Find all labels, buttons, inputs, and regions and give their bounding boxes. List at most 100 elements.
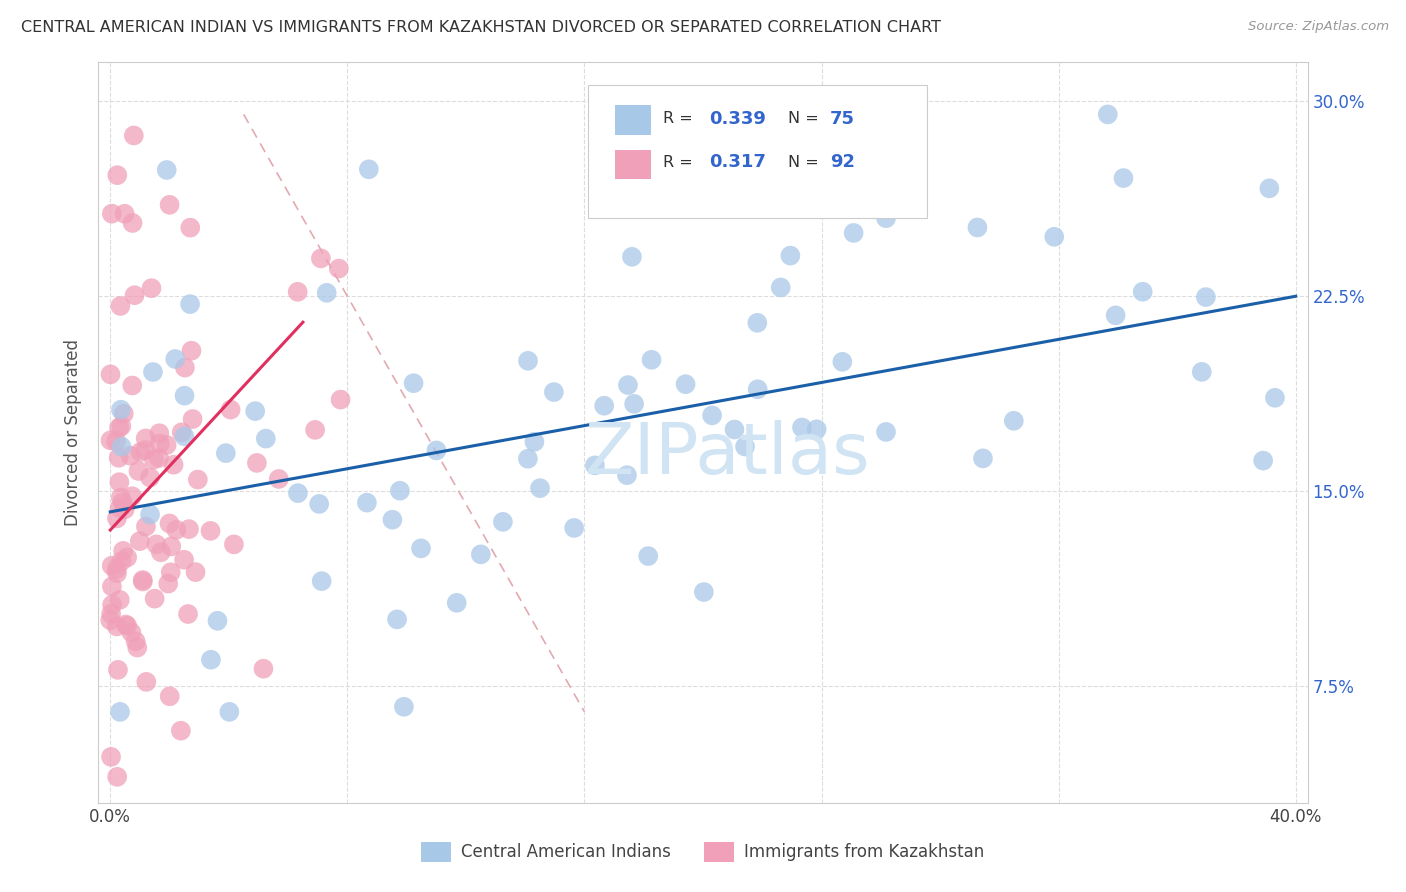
Point bbox=[177, 607, 200, 621]
Point bbox=[127, 464, 149, 478]
Point bbox=[127, 640, 149, 655]
Point bbox=[218, 705, 240, 719]
Point bbox=[1104, 309, 1126, 323]
Point bbox=[108, 475, 131, 490]
Point bbox=[562, 521, 585, 535]
Point bbox=[142, 452, 165, 467]
Point bbox=[108, 592, 131, 607]
Point bbox=[492, 515, 515, 529]
Point bbox=[381, 513, 404, 527]
Point bbox=[181, 412, 204, 426]
Point bbox=[160, 540, 183, 554]
Point bbox=[1097, 107, 1119, 121]
Point bbox=[879, 153, 901, 167]
Point bbox=[156, 163, 179, 178]
Point bbox=[700, 409, 723, 423]
Text: 0.317: 0.317 bbox=[709, 153, 766, 171]
Text: ZIPatlas: ZIPatlas bbox=[585, 420, 870, 490]
Point bbox=[165, 523, 187, 537]
Point bbox=[110, 299, 132, 313]
Text: 92: 92 bbox=[830, 153, 855, 171]
Point bbox=[105, 619, 128, 633]
Text: 0.339: 0.339 bbox=[709, 110, 766, 128]
Point bbox=[309, 252, 332, 266]
Point bbox=[779, 249, 801, 263]
Point bbox=[115, 550, 138, 565]
Point bbox=[100, 434, 122, 448]
Point bbox=[173, 553, 195, 567]
Point bbox=[135, 674, 157, 689]
Point bbox=[523, 434, 546, 449]
Point bbox=[593, 399, 616, 413]
Point bbox=[100, 558, 122, 573]
Point bbox=[105, 566, 128, 581]
Point bbox=[105, 168, 128, 182]
Point bbox=[640, 352, 662, 367]
Point bbox=[623, 397, 645, 411]
Point bbox=[139, 470, 162, 484]
Point bbox=[135, 519, 157, 533]
Text: Source: ZipAtlas.com: Source: ZipAtlas.com bbox=[1249, 20, 1389, 33]
Point bbox=[1258, 181, 1281, 195]
Point bbox=[254, 432, 277, 446]
Point bbox=[100, 368, 122, 382]
Y-axis label: Divorced or Separated: Divorced or Separated bbox=[65, 339, 83, 526]
Point bbox=[110, 491, 132, 505]
Point bbox=[356, 495, 378, 509]
Point bbox=[966, 220, 988, 235]
Point bbox=[173, 429, 195, 443]
Point bbox=[388, 483, 411, 498]
Point bbox=[112, 544, 135, 558]
Point bbox=[108, 420, 131, 434]
Point bbox=[747, 382, 769, 396]
Point bbox=[101, 580, 124, 594]
Point bbox=[170, 425, 193, 440]
Point bbox=[675, 377, 697, 392]
Point bbox=[114, 617, 136, 632]
Point bbox=[139, 508, 162, 522]
Point bbox=[132, 573, 155, 587]
Point bbox=[222, 537, 245, 551]
Point bbox=[734, 440, 756, 454]
Text: N =: N = bbox=[787, 155, 818, 169]
Point bbox=[637, 549, 659, 563]
Point bbox=[110, 440, 132, 454]
Point bbox=[806, 422, 828, 436]
Point bbox=[583, 458, 606, 473]
Point bbox=[121, 216, 143, 230]
Point bbox=[124, 288, 146, 302]
Point bbox=[110, 554, 132, 568]
Point bbox=[517, 354, 540, 368]
Point bbox=[107, 450, 129, 465]
Point bbox=[179, 297, 201, 311]
Point bbox=[135, 431, 157, 445]
FancyBboxPatch shape bbox=[588, 85, 927, 218]
Point bbox=[529, 481, 551, 495]
Point bbox=[200, 653, 222, 667]
Point bbox=[165, 351, 187, 366]
Point bbox=[122, 128, 145, 143]
Point bbox=[173, 389, 195, 403]
Point bbox=[246, 456, 269, 470]
Point bbox=[184, 565, 207, 579]
Point bbox=[141, 281, 163, 295]
Point bbox=[304, 423, 326, 437]
Point bbox=[162, 458, 184, 472]
Point bbox=[620, 250, 643, 264]
Point bbox=[179, 220, 201, 235]
Point bbox=[143, 591, 166, 606]
Point bbox=[145, 537, 167, 551]
Point bbox=[1264, 391, 1286, 405]
Point bbox=[311, 574, 333, 588]
Point bbox=[972, 451, 994, 466]
Point bbox=[1112, 171, 1135, 186]
Point bbox=[149, 545, 172, 559]
Point bbox=[723, 423, 745, 437]
Point bbox=[110, 402, 132, 417]
Point bbox=[132, 574, 155, 589]
Point bbox=[110, 419, 132, 434]
Point bbox=[170, 723, 193, 738]
Point bbox=[180, 343, 202, 358]
Point bbox=[875, 425, 897, 439]
Point bbox=[1191, 365, 1213, 379]
